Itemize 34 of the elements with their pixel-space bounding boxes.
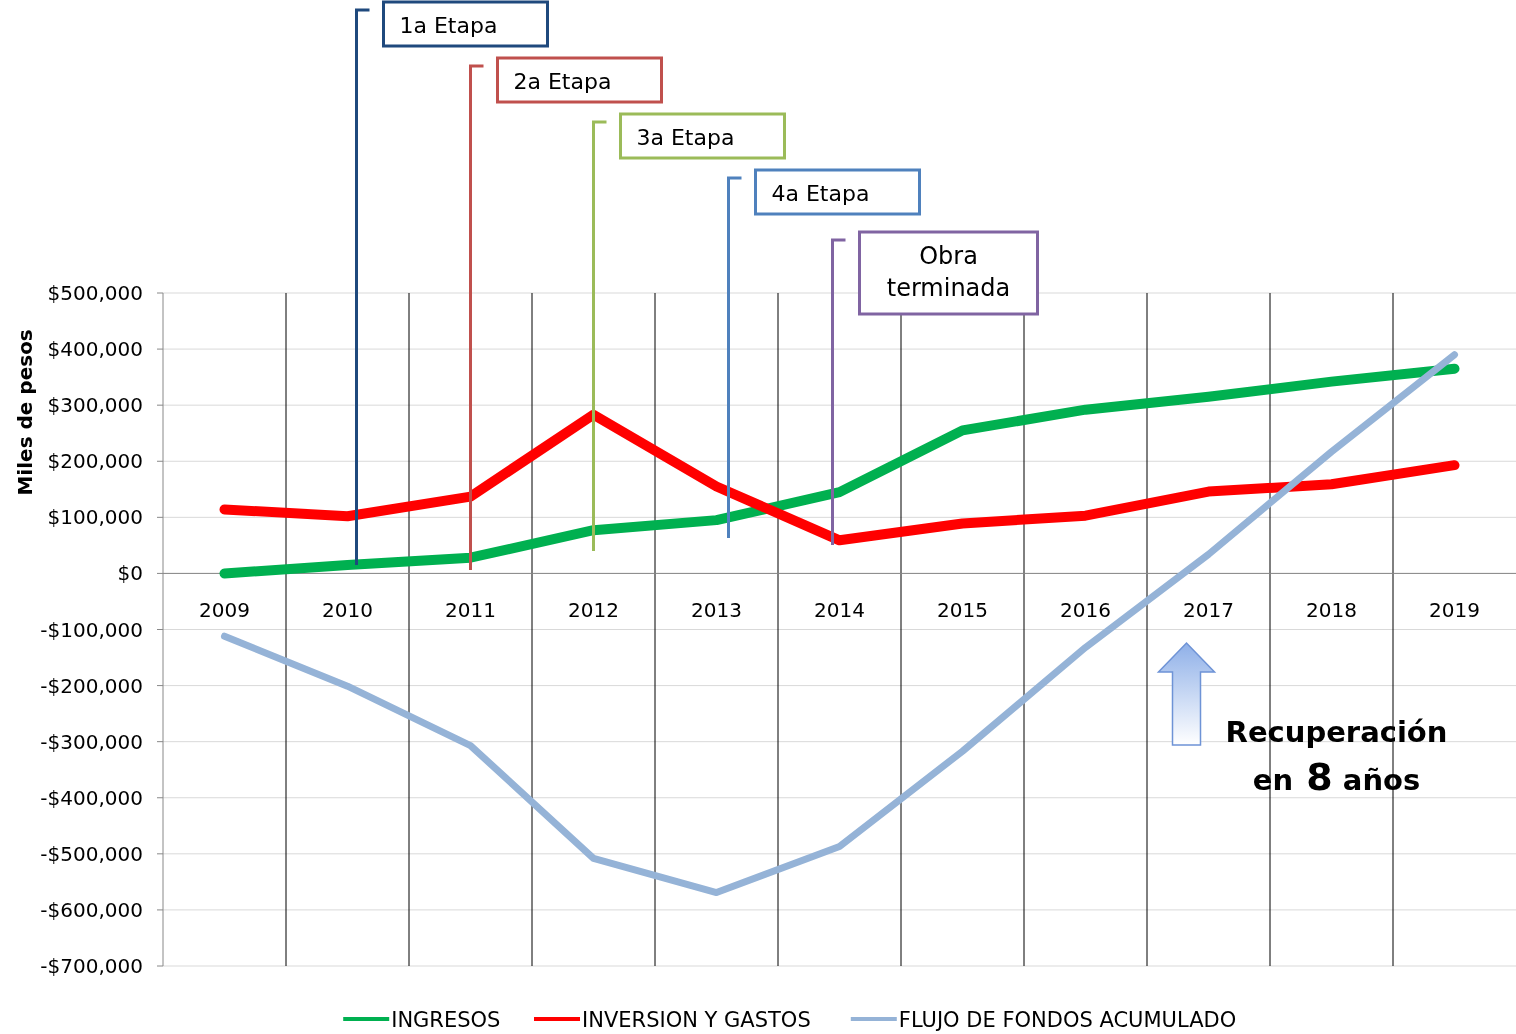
- y-tick-label: $300,000: [47, 393, 143, 418]
- y-tick-label: -$400,000: [40, 785, 143, 810]
- x-tick-label: 2013: [691, 598, 742, 623]
- x-tick-label: 2009: [199, 598, 250, 623]
- x-tick-label: 2017: [1183, 598, 1234, 623]
- y-tick-label: $500,000: [47, 281, 143, 305]
- text: 3a Etapa: [636, 125, 735, 150]
- x-tick-label: 2014: [814, 598, 865, 623]
- legend-label: INVERSION Y GASTOS: [582, 1008, 811, 1032]
- y-tick-label: -$700,000: [40, 954, 143, 978]
- x-tick-label: 2012: [568, 598, 619, 623]
- text: 4a Etapa: [771, 181, 870, 206]
- y-axis-title: Miles de pesos: [13, 329, 37, 496]
- y-tick-label: $200,000: [47, 449, 143, 474]
- y-tick-label: -$500,000: [40, 841, 143, 866]
- y-tick-label: $100,000: [47, 505, 143, 530]
- text: 2a Etapa: [513, 69, 612, 94]
- y-tick-label: -$100,000: [40, 617, 143, 642]
- y-tick-label: -$300,000: [40, 729, 143, 754]
- y-tick-label: $400,000: [47, 337, 143, 362]
- x-tick-label: 2016: [1060, 598, 1111, 623]
- x-tick-label: 2015: [937, 598, 988, 623]
- legend-label: INGRESOS: [391, 1008, 501, 1032]
- x-tick-label: 2010: [322, 598, 373, 623]
- text: 1a Etapa: [399, 13, 498, 38]
- annotation: Obra terminada: [886, 242, 1011, 302]
- x-tick-label: 2011: [445, 598, 496, 623]
- y-tick-label: -$600,000: [40, 897, 143, 922]
- legend-label: FLUJO DE FONDOS ACUMULADO: [898, 1008, 1237, 1032]
- x-tick-label: 2019: [1429, 598, 1480, 623]
- x-tick-label: 2018: [1306, 598, 1357, 623]
- y-tick-label: -$200,000: [40, 673, 143, 698]
- annotation: Recuperación en 8 años: [1225, 715, 1448, 799]
- y-tick-label: $0: [117, 561, 143, 586]
